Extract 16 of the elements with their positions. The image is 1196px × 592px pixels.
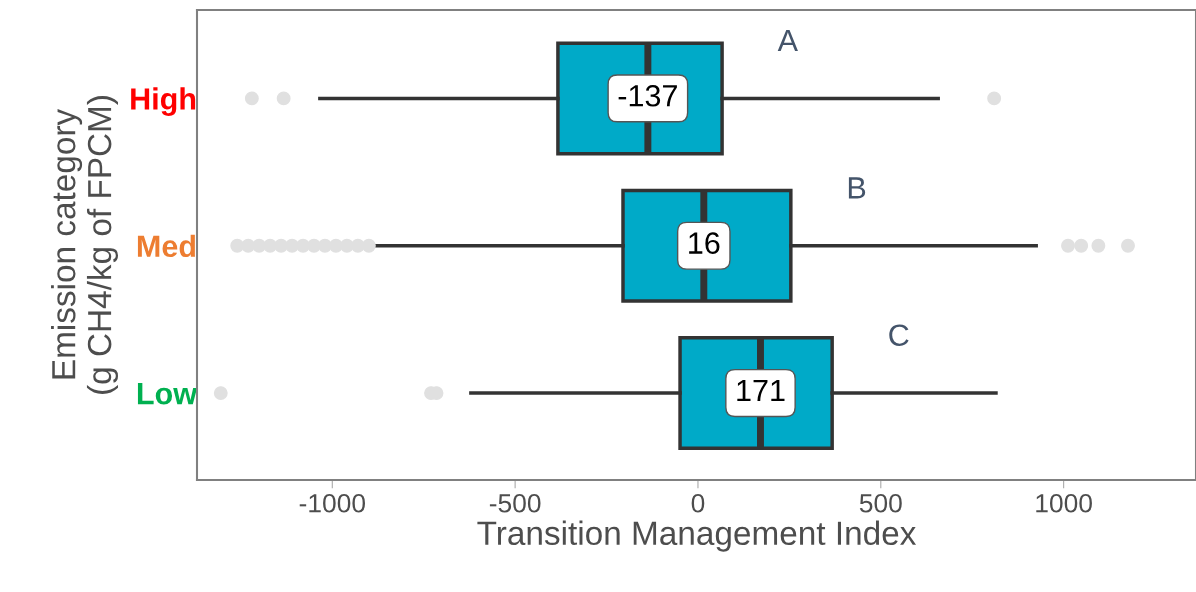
x-axis-title: Transition Management Index — [477, 520, 917, 552]
x-tick-label: -1000 — [299, 493, 366, 513]
annotation: 16 — [689, 232, 720, 254]
y-tick-label: Med — [137, 234, 195, 258]
annotation: 171 — [737, 379, 785, 401]
y-tick-label: High — [131, 87, 196, 116]
x-tick-label: 1000 — [1036, 493, 1092, 513]
annotation: C — [889, 324, 909, 347]
annotation: B — [848, 177, 866, 199]
annotation: A — [777, 30, 798, 52]
y-axis-title: Emission category (g CH4/kg of FPCM) — [51, 96, 119, 394]
x-tick-label: -500 — [489, 493, 541, 513]
x-tick-label: 0 — [691, 493, 705, 513]
x-tick-label: 500 — [859, 493, 902, 513]
y-tick-label: Low — [137, 383, 198, 405]
annotation: -137 — [618, 84, 677, 107]
